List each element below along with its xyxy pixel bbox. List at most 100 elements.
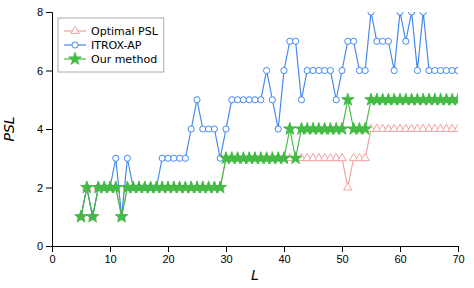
point (339, 67, 345, 73)
tick-label: 0 (37, 240, 43, 252)
tick-mark (226, 246, 227, 252)
tick: 6 (37, 65, 52, 77)
tick-mark (110, 246, 111, 252)
point (246, 97, 252, 103)
axis-domain (53, 247, 459, 253)
point (214, 181, 226, 193)
legend-marker (71, 26, 79, 33)
point (240, 97, 246, 103)
point (336, 122, 348, 134)
tick: 70 (452, 246, 464, 265)
point (438, 67, 444, 73)
y-axis: 0 2 4 6 8 (37, 6, 53, 252)
point (316, 67, 322, 73)
point (368, 12, 374, 15)
point (211, 126, 217, 132)
point (81, 181, 93, 193)
point (310, 67, 316, 73)
point (420, 12, 426, 15)
tick-mark (400, 246, 401, 252)
point (165, 155, 171, 161)
point (344, 183, 352, 190)
chart: 01020304050607002468LPSLOptimal PSLITROX… (0, 0, 474, 288)
tick-mark (284, 246, 285, 252)
point (322, 67, 328, 73)
point (171, 155, 177, 161)
tick-label: 70 (452, 253, 464, 265)
point (252, 97, 258, 103)
tick-mark (46, 129, 52, 130)
tick: 2 (37, 182, 52, 194)
x-axis: 010203040506070 (49, 246, 464, 265)
point (293, 38, 299, 44)
point (86, 210, 98, 222)
series (77, 124, 458, 219)
tick-label: 2 (37, 182, 43, 194)
point (359, 122, 371, 134)
point (188, 126, 194, 132)
tick-label: 0 (49, 253, 55, 265)
tick-label: 8 (37, 6, 43, 18)
point (177, 155, 183, 161)
tick-mark (342, 246, 343, 252)
tick: 0 (37, 240, 52, 252)
point (414, 67, 420, 73)
tick-label: 30 (220, 253, 232, 265)
line (81, 129, 458, 217)
point (351, 38, 357, 44)
point (361, 153, 369, 160)
tick-label: 50 (336, 253, 348, 265)
series (75, 93, 458, 222)
tick-label: 4 (37, 123, 43, 135)
point (269, 97, 275, 103)
tick: 8 (37, 6, 52, 18)
point (287, 38, 293, 44)
point (374, 38, 380, 44)
line (81, 12, 458, 217)
point (397, 12, 403, 15)
point (281, 67, 287, 73)
tick-label: 6 (37, 65, 43, 77)
plot-area (75, 12, 458, 222)
legend-item: ITROX-AP (64, 39, 142, 52)
point (333, 97, 339, 103)
point (258, 97, 264, 103)
tick-mark (46, 188, 52, 189)
point (385, 38, 391, 44)
point (124, 155, 130, 161)
legend-item: Our method (64, 52, 157, 65)
point (110, 181, 122, 193)
tick: 0 (49, 246, 55, 265)
tick-label: 20 (162, 253, 174, 265)
point (289, 152, 301, 164)
point (345, 38, 351, 44)
tick-label: 40 (278, 253, 290, 265)
tick-mark (46, 12, 52, 13)
point (449, 67, 455, 73)
tick: 4 (37, 123, 52, 135)
axis-domain (46, 13, 53, 247)
line (81, 100, 458, 217)
point (452, 93, 458, 105)
point (298, 97, 304, 103)
point (194, 97, 200, 103)
point (380, 38, 386, 44)
tick: 50 (336, 246, 348, 265)
point (182, 155, 188, 161)
tick-mark (168, 246, 169, 252)
point (391, 67, 397, 73)
point (362, 67, 368, 73)
tick-mark (46, 71, 52, 72)
point (403, 38, 409, 44)
legend-frame (58, 18, 164, 72)
point (304, 67, 310, 73)
point (342, 93, 354, 105)
point (223, 126, 229, 132)
point (327, 67, 333, 73)
tick-label: 60 (394, 253, 406, 265)
point (229, 97, 235, 103)
x-axis-label: L (251, 267, 259, 283)
legend-item: Optimal PSL (64, 25, 159, 38)
point (206, 126, 212, 132)
point (75, 210, 87, 222)
